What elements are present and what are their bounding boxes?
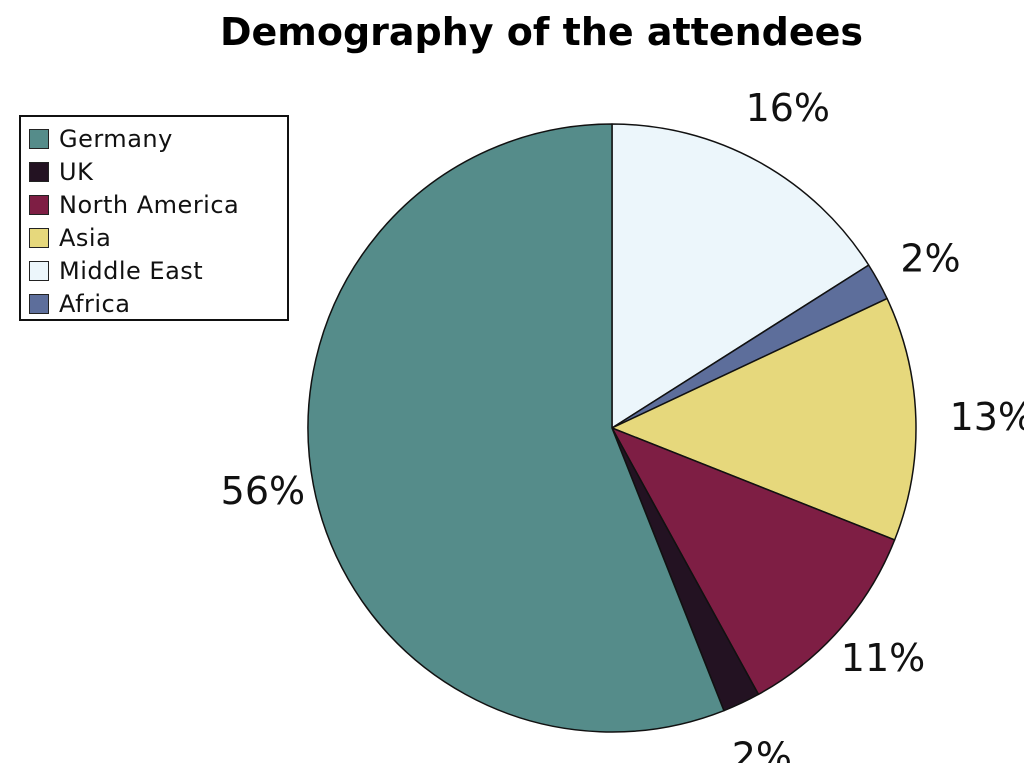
legend-swatch bbox=[29, 194, 49, 215]
slice-labels: 16% 2% 13% 11% 2% 56% bbox=[221, 86, 1024, 763]
pie-slice-germany bbox=[307, 123, 725, 733]
legend-label: Africa bbox=[59, 289, 131, 318]
legend-item-middle-east: Middle East bbox=[21, 254, 287, 287]
legend-item-germany: Germany bbox=[21, 122, 287, 155]
chart-legend: Germany UK North America Asia Middle East Afr… bbox=[19, 115, 289, 321]
legend-item-asia: Asia bbox=[21, 221, 287, 254]
legend-swatch bbox=[29, 161, 49, 182]
legend-item-north-america: North America bbox=[21, 188, 287, 221]
legend-item-africa: Africa bbox=[21, 287, 287, 320]
slice-label-north-america: 11% bbox=[841, 636, 925, 680]
legend-item-uk: UK bbox=[21, 155, 287, 188]
legend-label: North America bbox=[59, 190, 240, 219]
pie-slice-asia bbox=[611, 297, 917, 541]
legend-swatch bbox=[29, 293, 49, 314]
chart-title: Demography of the attendees bbox=[219, 10, 864, 54]
legend-label: Asia bbox=[59, 223, 112, 252]
legend-swatch bbox=[29, 227, 49, 248]
legend-label: Middle East bbox=[59, 256, 204, 285]
pie-slice-middle-east bbox=[611, 123, 870, 429]
legend-swatch bbox=[29, 128, 49, 149]
slice-label-middle-east: 16% bbox=[746, 86, 830, 130]
slice-label-uk: 2% bbox=[732, 735, 792, 763]
legend-label: UK bbox=[59, 157, 94, 186]
legend-label: Germany bbox=[59, 124, 173, 153]
legend-swatch bbox=[29, 260, 49, 281]
pie-slices bbox=[307, 123, 917, 733]
pie-slice-north-america bbox=[611, 427, 896, 696]
slice-label-germany: 56% bbox=[221, 469, 305, 513]
slice-label-africa: 2% bbox=[900, 236, 960, 280]
slice-label-asia: 13% bbox=[950, 395, 1024, 439]
